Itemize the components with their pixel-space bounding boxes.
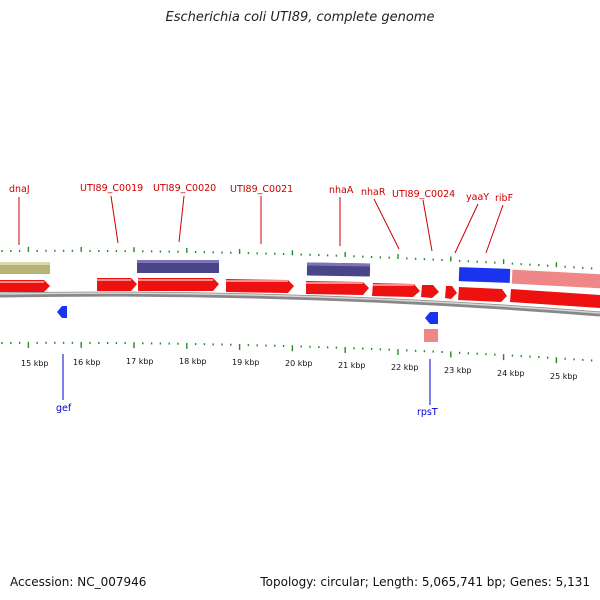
feature-row-upper — [0, 260, 600, 289]
gene-arrow-gef[interactable] — [57, 306, 67, 318]
axis-label: 19 kbp — [232, 358, 260, 367]
axis-label: 23 kbp — [444, 366, 472, 375]
gene-arrow-UTI89_C0024[interactable] — [421, 285, 439, 298]
feature-purple-1[interactable] — [137, 260, 219, 273]
axis-label: 25 kbp — [550, 372, 578, 381]
gene-arrow-nhaA[interactable] — [306, 281, 369, 295]
gene-label-nhaR[interactable]: nhaR — [361, 187, 386, 198]
axis-labels: 15 kbp 16 kbp 17 kbp 18 kbp 19 kbp 20 kb… — [21, 357, 578, 381]
gene-arrow-ribF[interactable] — [458, 287, 507, 302]
gene-label-UTI89_C0021[interactable]: UTI89_C0021 — [230, 184, 293, 195]
axis-label: 15 kbp — [21, 359, 49, 368]
gene-label-ribF[interactable]: ribF — [495, 193, 513, 204]
gene-labels: dnaJ UTI89_C0019 UTI89_C0020 UTI89_C0021… — [9, 183, 513, 418]
axis-label: 20 kbp — [285, 359, 313, 368]
gene-label-rpsT[interactable]: rpsT — [417, 407, 438, 418]
outer-tick-track — [1, 246, 593, 270]
axis-label: 16 kbp — [73, 358, 101, 367]
reverse-strand-genes — [57, 306, 438, 342]
genome-summary-text: Topology: circular; Length: 5,065,741 bp… — [260, 575, 590, 589]
axis-label: 18 kbp — [179, 357, 207, 366]
forward-strand-genes — [0, 278, 600, 308]
gene-label-nhaA[interactable]: nhaA — [329, 185, 354, 196]
gene-label-yaaY[interactable]: yaaY — [466, 192, 489, 203]
gene-arrow-next[interactable] — [510, 289, 600, 308]
axis-label: 24 kbp — [497, 369, 525, 378]
inner-tick-track — [1, 341, 593, 364]
axis-label: 17 kbp — [126, 357, 154, 366]
gene-label-dnaJ[interactable]: dnaJ — [9, 184, 30, 195]
axis-label: 22 kbp — [391, 363, 419, 372]
gene-arrow-UTI89_C0019[interactable] — [97, 278, 137, 291]
gene-arrow-UTI89_C0020[interactable] — [138, 278, 219, 291]
gene-label-UTI89_C0019[interactable]: UTI89_C0019 — [80, 183, 143, 194]
gene-arrow-nhaR[interactable] — [372, 283, 420, 297]
genome-backbone-highlight — [0, 292, 600, 314]
gene-arrow-UTI89_C0021[interactable] — [226, 279, 294, 293]
gene-label-UTI89_C0024[interactable]: UTI89_C0024 — [392, 189, 455, 200]
accession-text: Accession: NC_007946 — [10, 575, 147, 589]
genome-backbone — [0, 291, 600, 317]
gene-blue-upper[interactable] — [458, 267, 511, 283]
feature-pink-upper[interactable] — [511, 269, 600, 289]
label-connectors — [18, 195, 504, 405]
feature-pink-rpsT[interactable] — [424, 329, 438, 342]
gene-label-gef[interactable]: gef — [56, 403, 72, 414]
gene-arrow-rpsT[interactable] — [425, 312, 438, 324]
map-title: Escherichia coli UTI89, complete genome — [165, 10, 435, 25]
gene-label-UTI89_C0020[interactable]: UTI89_C0020 — [153, 183, 216, 194]
axis-label: 21 kbp — [338, 361, 366, 370]
gene-arrow-yaaY[interactable] — [445, 286, 457, 299]
